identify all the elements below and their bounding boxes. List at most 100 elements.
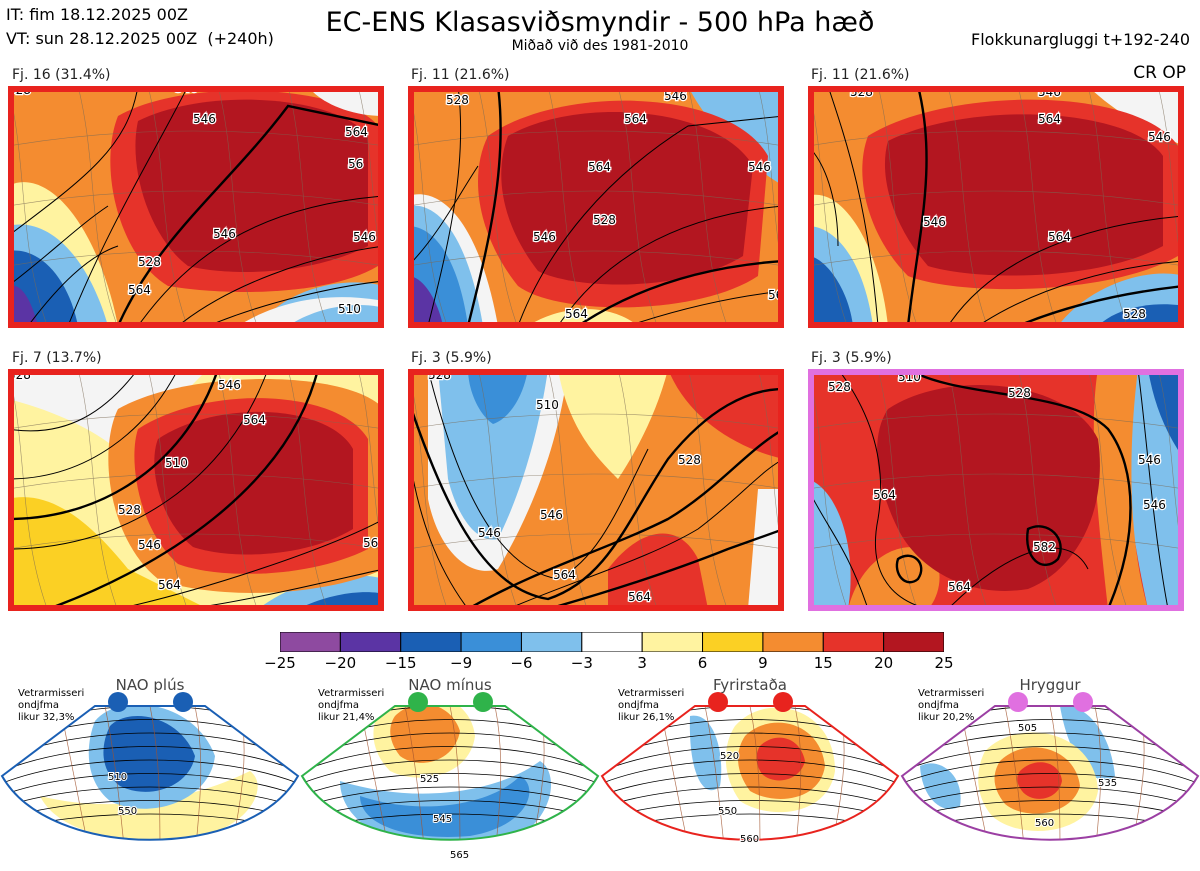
- anomaly-area: [608, 533, 708, 605]
- contour-label: 56: [348, 157, 363, 171]
- meridian: [814, 396, 847, 605]
- anomaly-area: [294, 305, 378, 322]
- contour-label: 564: [588, 160, 611, 174]
- height-contour: [302, 773, 598, 797]
- cluster-map-4: 528 546 564 510 528 546 564 56: [8, 369, 384, 611]
- height-contour: [950, 216, 1178, 322]
- contour-label: 560: [1035, 818, 1054, 829]
- contour-label: 546: [1138, 453, 1161, 467]
- regime-svg: 525 545 565: [300, 692, 600, 862]
- panel-label-4: Fj. 7 (13.7%): [12, 350, 102, 366]
- regime-dot: [1008, 692, 1028, 712]
- meridian: [549, 92, 587, 322]
- height-contour: [602, 773, 898, 797]
- meridian: [689, 375, 727, 605]
- panel-label-5: Fj. 3 (5.9%): [411, 350, 492, 366]
- meridian: [219, 92, 257, 322]
- cluster-map-1: 528 546 546 564 56 546 546 528 564 510: [8, 86, 384, 328]
- contour-label: 564: [1048, 230, 1071, 244]
- contour-label: 528: [14, 92, 31, 97]
- parallel: [814, 190, 1178, 206]
- contour-label: 564: [624, 112, 647, 126]
- contour-label: 56: [363, 536, 378, 550]
- meridian: [949, 375, 987, 605]
- parallel: [414, 473, 778, 489]
- contour-label: 510: [165, 456, 188, 470]
- regime-ridge: 505 535 560 Hryggur Vetrarmisseri ondjfma …: [900, 676, 1200, 871]
- parallel: [414, 190, 778, 206]
- height-contour: [472, 431, 778, 605]
- contour-label: 528: [428, 375, 451, 382]
- meridian: [14, 396, 47, 605]
- meridian: [1089, 92, 1127, 322]
- height-contour: [1138, 375, 1168, 605]
- regime-note: Vetrarmisseri ondjfma likur 32,3%: [18, 688, 85, 723]
- meridian: [359, 375, 378, 526]
- panel-svg: 528 546 564 510 528 546 564 56: [14, 375, 378, 605]
- parallel: [14, 250, 378, 266]
- cluster-map-2: 528 546 564 564 546 528 56 564 546: [408, 86, 784, 328]
- contour-label: 525: [420, 774, 439, 785]
- anomaly-area: [360, 776, 530, 837]
- height-contour: [516, 461, 778, 605]
- meridian: [219, 375, 257, 605]
- contour-label: 546: [478, 526, 501, 540]
- height-contour: [414, 165, 479, 261]
- parallel: [814, 413, 1178, 429]
- cr-op-label: CR OP: [1133, 63, 1186, 83]
- height-contour: [414, 480, 466, 605]
- contour-label: 510: [536, 398, 559, 412]
- contour-label: 546: [748, 160, 771, 174]
- contour-label: 564: [158, 578, 181, 592]
- contour-label: 550: [118, 806, 137, 817]
- anomaly-area: [1102, 304, 1178, 322]
- contour-label: 510: [338, 302, 361, 316]
- regime-title: Fyrirstaða: [713, 676, 787, 694]
- parallel: [414, 250, 778, 266]
- height-contour: [467, 92, 502, 322]
- colorbar-segment: [460, 632, 522, 652]
- contour-label: 546: [175, 92, 198, 95]
- height-contour: [907, 92, 928, 322]
- regime-title: Hryggur: [1019, 676, 1081, 694]
- height-contour: [829, 92, 879, 322]
- anomaly-area: [748, 489, 778, 605]
- anomaly-area: [670, 375, 778, 458]
- contour-label: 546: [923, 215, 946, 229]
- height-contour: [210, 569, 378, 605]
- contour-label: 564: [565, 307, 588, 321]
- regime-note: Vetrarmisseri ondjfma likur 21,4%: [318, 688, 385, 723]
- height-contour: [841, 375, 918, 605]
- height-contour: [983, 261, 1178, 322]
- regime-nao-minus: 525 545 565 NAO mínus Vetrarmisseri ondjfm…: [300, 676, 600, 871]
- meridian: [619, 375, 657, 605]
- contour-label: 528: [593, 213, 616, 227]
- meridian: [149, 375, 187, 605]
- page-subtitle: Miðað við des 1981-2010: [511, 38, 689, 54]
- height-contour: [814, 499, 868, 605]
- height-contour: [902, 746, 1198, 773]
- colorbar-tick: −3: [570, 654, 593, 672]
- regime-dot: [773, 692, 793, 712]
- anomaly-area: [1060, 706, 1115, 781]
- parallel: [814, 250, 1178, 266]
- cluster-map-6: 510 528 546 564 582 546 564 528: [808, 369, 1184, 611]
- contour-label: 528: [138, 255, 161, 269]
- colorbar-tick: −15: [384, 654, 417, 672]
- contour-label: 546: [664, 92, 687, 103]
- height-contour: [902, 786, 1198, 809]
- fan-outline: [0, 705, 300, 841]
- height-contour: [133, 521, 378, 605]
- meridian: [1019, 92, 1057, 322]
- colorbar-segment: [883, 632, 944, 652]
- parallel: [14, 130, 378, 146]
- contour-label: 528: [118, 503, 141, 517]
- height-contour: [428, 92, 462, 322]
- colorbar-segment: [400, 632, 462, 652]
- meridian: [689, 92, 727, 322]
- meridian: [149, 92, 187, 322]
- anomaly-area: [313, 92, 378, 116]
- colorbar-tick: −20: [324, 654, 357, 672]
- contour-label: 510: [898, 375, 921, 384]
- height-contour: [30, 245, 119, 322]
